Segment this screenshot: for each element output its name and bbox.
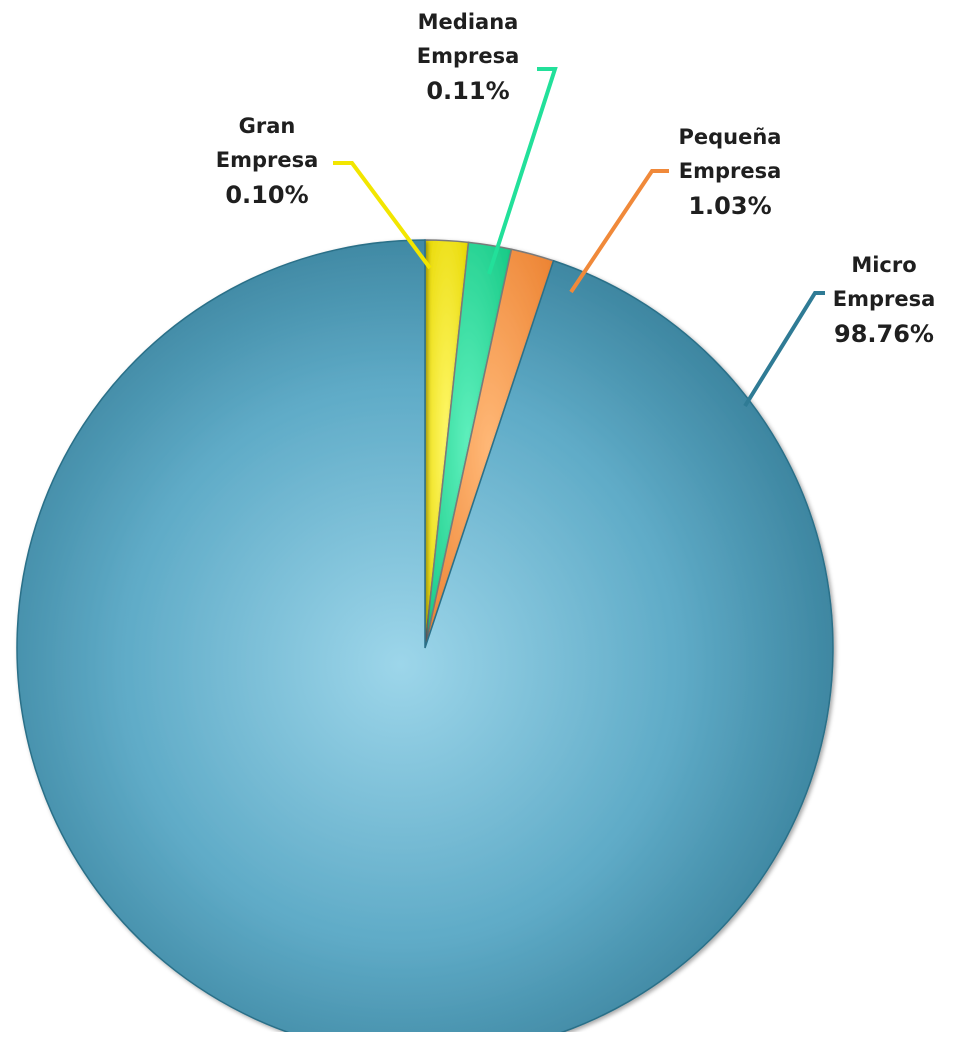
leader-line-mediana-empresa — [487, 67, 558, 275]
slice-label-gran-empresa-line1: Gran — [239, 114, 296, 138]
slice-label-mediana-empresa-line1: Mediana — [418, 10, 519, 34]
slice-value-micro-empresa: 98.76% — [834, 320, 934, 348]
pie-slice-micro-empresa — [16, 239, 834, 1037]
slice-label-micro-empresa-line2: Empresa — [833, 287, 936, 311]
data-labels: Gran Empresa 0.10% Mediana Empresa 0.11% Peque… — [216, 10, 936, 348]
leader-line-pequena-empresa — [569, 169, 669, 294]
slice-label-pequena-empresa-line2: Empresa — [679, 159, 782, 183]
leader-line-gran-empresa — [333, 161, 432, 270]
slice-value-pequena-empresa: 1.03% — [688, 192, 771, 220]
slice-label-gran-empresa-line2: Empresa — [216, 148, 319, 172]
slice-label-mediana-empresa-line2: Empresa — [417, 44, 520, 68]
leader-lines — [333, 67, 825, 408]
pie-slices — [16, 239, 834, 1037]
slice-label-pequena-empresa-line1: Pequeña — [679, 125, 782, 149]
leader-line-micro-empresa — [743, 291, 825, 408]
slice-label-micro-empresa-line1: Micro — [851, 253, 916, 277]
slice-value-gran-empresa: 0.10% — [225, 181, 308, 209]
slice-value-mediana-empresa: 0.11% — [426, 77, 509, 105]
